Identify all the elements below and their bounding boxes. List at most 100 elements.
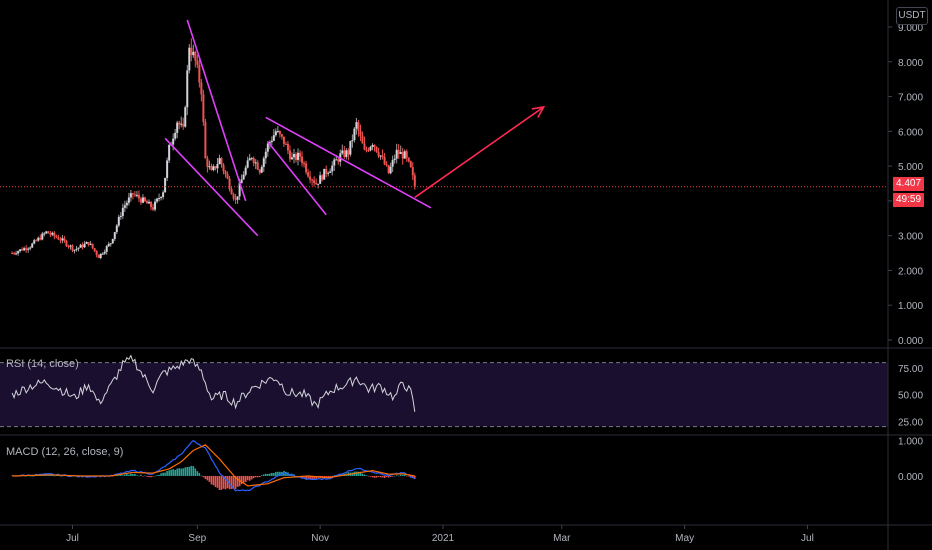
candle-body	[148, 201, 151, 204]
candle-body	[113, 232, 116, 239]
candle-body	[184, 107, 187, 127]
candle-body	[383, 156, 386, 165]
price-axis-label: 5.000	[898, 162, 923, 173]
candle-body	[67, 245, 70, 247]
rsi-pane[interactable]: 25.00 50.00 75.00	[0, 354, 923, 429]
candle-body	[333, 159, 336, 166]
candle-body	[299, 152, 302, 157]
macd-histogram-bar	[327, 475, 330, 478]
macd-histogram-bar	[53, 475, 56, 477]
candle-body	[79, 244, 82, 248]
candle-body	[150, 201, 153, 208]
macd-histogram-bar	[206, 475, 209, 481]
candle-body	[43, 233, 46, 235]
macd-pane[interactable]: 0.000 1.000	[11, 437, 923, 492]
candle-body	[355, 122, 358, 129]
candle-body	[19, 249, 22, 252]
macd-histogram-bar	[403, 474, 406, 476]
candle-body	[39, 237, 42, 240]
macd-signal-line	[12, 444, 415, 487]
candle-body	[222, 164, 225, 172]
candle-body	[160, 196, 163, 199]
candle-body	[409, 161, 412, 168]
candle-body	[220, 158, 223, 165]
rsi-label: RSI (14, close)	[6, 358, 79, 370]
candle-body	[119, 216, 122, 218]
macd-histogram-bar	[397, 475, 400, 477]
candle-body	[21, 249, 24, 251]
candle-body	[317, 183, 320, 185]
candle-body	[311, 179, 314, 181]
price-axis-label: 8.000	[898, 58, 923, 69]
macd-histogram-bar	[230, 475, 233, 489]
price-axis-label: 9.000	[898, 23, 923, 34]
candle-body	[375, 146, 378, 152]
macd-histogram-bar	[381, 475, 384, 478]
macd-histogram-bar	[383, 475, 386, 478]
macd-histogram-bar	[271, 472, 273, 476]
macd-histogram-bar	[275, 471, 277, 476]
time-axis-label: 2021	[432, 533, 455, 544]
candle-body	[53, 232, 56, 237]
candle-body	[45, 231, 48, 234]
time-axis-label: Sep	[188, 533, 206, 544]
candle-body	[25, 248, 28, 250]
macd-histogram-bar	[242, 475, 245, 483]
candle-body	[57, 237, 60, 240]
price-pane[interactable]: 0.0001.0002.0003.0004.0005.0006.0007.000…	[0, 19, 923, 347]
candle-body	[192, 51, 195, 56]
macd-histogram-bar	[267, 473, 269, 476]
macd-histogram-bar	[122, 475, 124, 476]
macd-histogram-bar	[118, 475, 120, 476]
candle-body	[282, 136, 285, 144]
currency-unit-badge[interactable]: USDT	[896, 7, 928, 25]
time-axis[interactable]: Jul Sep Nov 2021 Mar May Jul	[66, 525, 814, 544]
candle-body	[268, 142, 271, 144]
candle-body	[210, 166, 213, 171]
wedge-1-lower-trendline	[164, 137, 259, 237]
macd-histogram-bar	[160, 473, 162, 476]
candle-body	[162, 192, 165, 197]
macd-histogram-bar	[269, 473, 271, 476]
candle-body	[51, 232, 54, 235]
macd-histogram-bar	[170, 469, 172, 476]
candle-body	[152, 207, 155, 210]
candle-body	[17, 251, 20, 254]
candle-body	[99, 253, 102, 259]
candle-body	[55, 236, 58, 238]
candle-body	[274, 131, 277, 136]
macd-histogram-bar	[361, 473, 364, 476]
macd-histogram-bar	[180, 468, 183, 476]
macd-histogram-bar	[325, 475, 328, 478]
macd-histogram-bar	[315, 475, 317, 479]
candle-body	[196, 60, 199, 65]
candle-body	[27, 248, 30, 250]
candle-body	[369, 146, 372, 151]
candle-body	[411, 167, 414, 176]
macd-histogram-bar	[208, 475, 211, 482]
candle-body	[168, 144, 171, 161]
candle-body	[385, 164, 388, 166]
candle-body	[11, 253, 14, 255]
candle-body	[381, 155, 384, 157]
macd-histogram-bar	[385, 475, 388, 478]
candle-body	[359, 130, 362, 136]
macd-axis-label: 0.000	[898, 472, 923, 483]
macd-histogram-bar	[277, 471, 279, 476]
candle-body	[379, 155, 382, 157]
candle-body	[405, 151, 408, 158]
macd-histogram-bar	[194, 468, 197, 476]
macd-histogram-bar	[373, 475, 376, 478]
macd-histogram-bar	[313, 475, 315, 479]
candle-body	[85, 242, 88, 244]
candle-body	[103, 251, 106, 254]
candle-body	[190, 47, 193, 56]
macd-histogram-bar	[186, 467, 189, 476]
macd-histogram-bar	[367, 475, 370, 477]
price-axis-label: 2.000	[898, 266, 923, 277]
macd-histogram-bar	[128, 474, 130, 476]
candle-body	[166, 160, 169, 178]
candle-body	[117, 216, 120, 226]
candle-body	[399, 152, 402, 155]
